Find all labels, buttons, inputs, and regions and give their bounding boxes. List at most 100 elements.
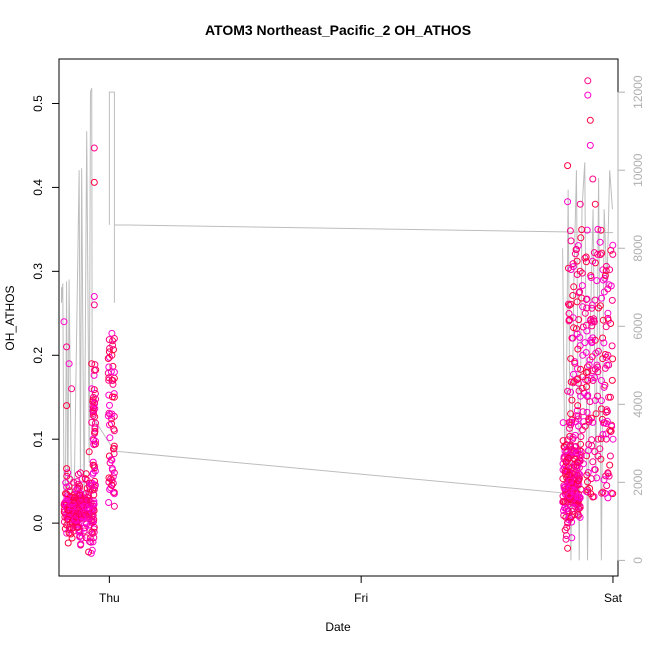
data-point [568,507,576,515]
data-point [604,494,612,502]
data-point [582,258,590,266]
data-point [82,470,90,478]
data-point [599,276,607,284]
data-point [85,510,93,518]
data-point [562,505,570,513]
data-point [602,408,610,416]
data-point [110,490,118,498]
x-tick-label: Sat [604,591,623,605]
data-point [605,281,613,289]
data-point [578,282,586,290]
data-point [63,494,71,502]
data-point [77,541,85,549]
data-point [569,292,577,299]
data-point [566,477,574,485]
data-point [110,368,118,376]
data-point [587,274,595,281]
data-point [600,383,608,391]
data-point [578,426,586,434]
data-point [560,482,568,490]
data-point [106,486,114,493]
data-point [573,471,581,479]
data-point [86,534,94,542]
data-point [573,257,581,265]
data-point [91,390,99,397]
data-point [599,334,607,342]
data-point [581,254,589,262]
data-point [564,484,572,492]
data-point [90,144,98,152]
data-point [564,544,572,552]
data-point [63,343,71,351]
y-tick-label: 0.2 [31,347,45,364]
data-point [568,534,576,542]
data-point [574,379,582,387]
data-point [85,448,93,456]
data-point [575,289,583,297]
data-point [109,337,117,345]
data-point [604,314,612,322]
data-point [594,225,602,233]
y2-tick-label: 6000 [631,313,645,340]
data-point [593,277,601,285]
data-point [601,274,609,282]
data-point [565,492,573,500]
data-point [564,162,572,170]
data-point [576,200,584,208]
data-point [584,391,592,399]
data-point [559,419,567,427]
data-point [584,376,592,384]
data-point [593,474,601,482]
data-point [589,418,597,426]
data-point [105,409,113,417]
data-point [581,309,589,317]
data-point [575,475,583,483]
data-point [110,469,118,477]
data-point [565,300,572,308]
data-point [598,489,606,497]
data-point [105,336,113,344]
data-point [567,355,575,363]
data-point [89,435,97,443]
data-point [573,246,580,253]
data-point [609,250,617,258]
data-point [585,415,593,423]
data-point [81,502,89,510]
data-point [65,529,73,537]
data-point [566,227,574,235]
data-point [587,414,595,422]
y-tick-label: 0.3 [31,263,45,280]
data-point [565,301,573,309]
data-point [573,407,581,415]
data-point [598,249,606,257]
points-layer [60,77,617,557]
data-point [89,412,97,419]
data-point [589,175,597,183]
data-point [90,301,98,309]
data-point [86,506,94,514]
data-point [571,463,579,470]
data-point [86,514,94,522]
data-point [88,385,96,393]
data-point [90,404,98,412]
data-point [602,323,610,331]
data-point [602,262,610,270]
data-point [603,408,611,415]
data-point [583,327,591,335]
data-point [573,298,581,306]
data-point [64,539,72,547]
y-tick-label: 0.1 [31,431,45,448]
data-point [108,481,116,489]
data-point [594,368,602,376]
data-point [92,437,100,445]
data-point [577,447,585,455]
data-point [63,529,71,537]
data-point [564,519,572,527]
data-point [62,479,70,487]
y2-tick-label: 10000 [631,153,645,187]
x-tick-label: Fri [354,591,368,605]
data-point [71,516,79,524]
data-point [565,264,572,272]
data-point [88,360,96,368]
y-tick-label: 0.0 [31,514,45,531]
